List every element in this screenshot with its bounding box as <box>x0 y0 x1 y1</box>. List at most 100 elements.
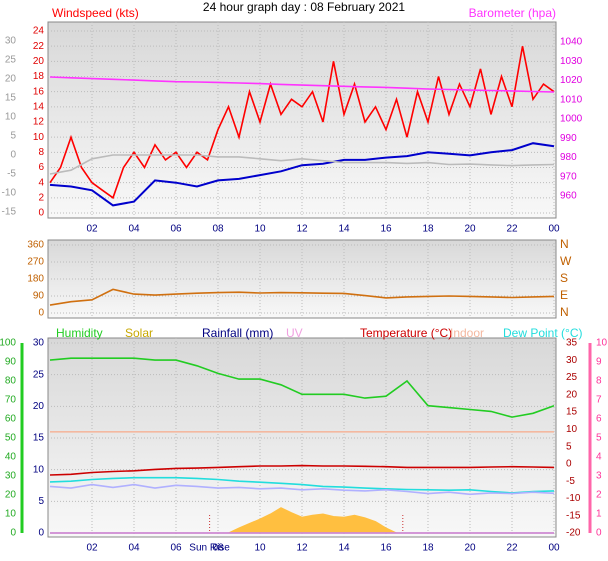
x-tick-label: 20 <box>464 224 476 235</box>
y-tick-label: 6 <box>596 414 602 425</box>
y-tick-label: 1000 <box>560 114 583 125</box>
y-tick-label: 4 <box>596 452 602 463</box>
x-tick-label: 00 <box>548 224 560 235</box>
y-tick-label: 30 <box>33 338 45 349</box>
y-tick-label: 22 <box>33 41 45 52</box>
y-tick-label: 960 <box>560 191 577 202</box>
line <box>49 76 555 93</box>
y-tick-label: 5 <box>10 131 16 142</box>
x-tick-label: 02 <box>86 543 98 554</box>
legend-entry: Barometer (hpa) <box>469 6 556 20</box>
y-tick-label: 10 <box>5 112 17 123</box>
y-tick-label: -10 <box>2 188 17 199</box>
legend-entry: Indoor <box>450 326 484 340</box>
x-tick-label: 22 <box>506 543 518 554</box>
y-tick-label: 50 <box>5 433 17 444</box>
y-tick-label: 30 <box>5 36 17 47</box>
legend-entry: Temperature (°C) <box>360 326 452 340</box>
y-tick-label: 1 <box>596 509 602 520</box>
y-tick-label: 270 <box>27 257 44 268</box>
y-tick-label: 6 <box>38 162 44 173</box>
y-tick-label: 24 <box>33 26 45 37</box>
y-tick-label: 10 <box>33 132 45 143</box>
x-tick-label: 06 <box>170 224 182 235</box>
y-tick-label: 25 <box>5 55 17 66</box>
y-tick-label: 0 <box>38 308 44 319</box>
y-tick-label: 12 <box>33 117 45 128</box>
line <box>49 476 555 494</box>
y-tick-label: 10 <box>5 509 17 520</box>
area <box>228 507 397 534</box>
y-tick-label: 20 <box>33 56 45 67</box>
y-tick-label: 9 <box>596 357 602 368</box>
y-tick-label: 990 <box>560 133 577 144</box>
y-tick-label: E <box>560 288 568 302</box>
x-tick-label: 08 <box>212 224 224 235</box>
y-tick-label: 5 <box>38 496 44 507</box>
y-tick-label: 0 <box>596 528 602 539</box>
y-tick-label: 60 <box>5 414 17 425</box>
y-tick-label: 18 <box>33 71 45 82</box>
legend-entry: UV <box>286 326 303 340</box>
y-tick-label: 180 <box>27 274 44 285</box>
y-tick-label: -15 <box>566 510 581 521</box>
y-tick-label: 1040 <box>560 37 583 48</box>
x-tick-label: 04 <box>128 543 140 554</box>
y-tick-label: 8 <box>596 376 602 387</box>
y-tick-label: 10 <box>566 424 578 435</box>
legend-entry: Solar <box>125 326 153 340</box>
chart-title: 24 hour graph day : 08 February 2021 <box>203 0 405 14</box>
y-tick-label: 0 <box>566 459 572 470</box>
x-tick-label: 20 <box>464 543 476 554</box>
x-tick-label: 02 <box>86 224 98 235</box>
y-tick-label: 980 <box>560 152 577 163</box>
y-tick-label: 16 <box>33 86 45 97</box>
y-tick-label: 5 <box>596 433 602 444</box>
legend-entry: Dew Point (°C) <box>503 326 582 340</box>
y-tick-label: 2 <box>596 490 602 501</box>
x-tick-label: 00 <box>548 543 560 554</box>
y-tick-label: 5 <box>566 441 572 452</box>
y-tick-label: -5 <box>7 169 16 180</box>
x-tick-label: 12 <box>296 224 308 235</box>
y-tick-label: 20 <box>566 389 578 400</box>
x-tick-label: 14 <box>338 543 350 554</box>
x-tick-label: 10 <box>254 543 266 554</box>
x-tick-label: 06 <box>170 543 182 554</box>
line <box>49 46 555 200</box>
x-tick-label: 16 <box>380 543 392 554</box>
x-tick-label: 22 <box>506 224 518 235</box>
y-tick-label: 15 <box>5 93 17 104</box>
y-tick-label: 8 <box>38 147 44 158</box>
line <box>49 288 555 306</box>
y-tick-label: 100 <box>0 338 16 349</box>
y-tick-label: 1030 <box>560 56 583 67</box>
y-tick-label: 90 <box>33 291 45 302</box>
y-tick-label: 10 <box>596 338 608 349</box>
x-tick-label: 14 <box>338 224 350 235</box>
x-tick-label: 18 <box>422 543 434 554</box>
y-tick-label: 0 <box>38 528 44 539</box>
y-tick-label: 970 <box>560 171 577 182</box>
line <box>49 464 555 476</box>
sunrise-label: Sun Rise <box>189 543 230 554</box>
y-tick-label: 40 <box>5 452 17 463</box>
y-tick-label: 90 <box>5 357 17 368</box>
y-tick-label: 0 <box>38 208 44 219</box>
x-tick-label: 16 <box>380 224 392 235</box>
y-tick-label: -10 <box>566 493 581 504</box>
y-tick-label: S <box>560 271 568 285</box>
y-tick-label: 25 <box>33 369 45 380</box>
y-tick-label: 0 <box>10 150 16 161</box>
y-tick-label: 15 <box>33 433 45 444</box>
y-tick-label: 14 <box>33 101 45 112</box>
line <box>49 142 555 207</box>
y-tick-label: -15 <box>2 207 17 218</box>
line <box>49 154 555 175</box>
y-tick-label: 0 <box>10 528 16 539</box>
y-tick-label: 35 <box>566 338 578 349</box>
x-tick-label: 10 <box>254 224 266 235</box>
y-tick-label: 15 <box>566 407 578 418</box>
y-tick-label: 80 <box>5 376 17 387</box>
